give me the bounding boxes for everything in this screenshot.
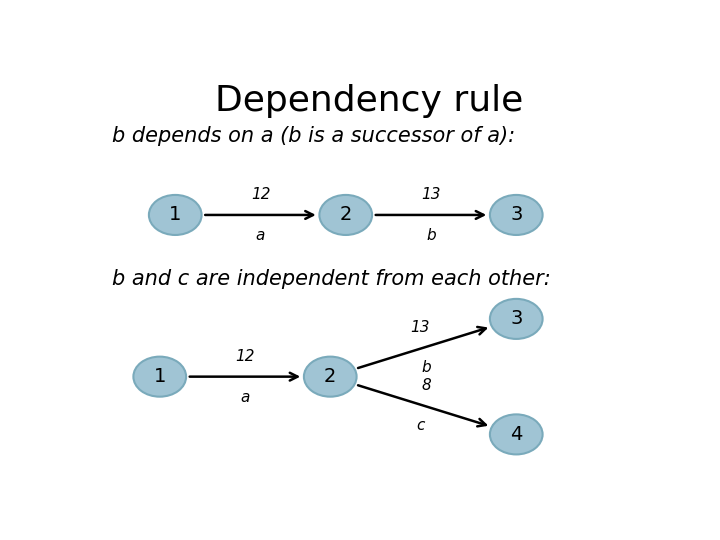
Ellipse shape bbox=[304, 356, 356, 397]
Text: 2: 2 bbox=[340, 205, 352, 225]
Text: a: a bbox=[256, 228, 265, 243]
Text: 12: 12 bbox=[251, 187, 270, 202]
Ellipse shape bbox=[149, 195, 202, 235]
Ellipse shape bbox=[490, 414, 543, 455]
Text: b: b bbox=[426, 228, 436, 243]
Text: c: c bbox=[416, 418, 424, 433]
Ellipse shape bbox=[490, 299, 543, 339]
Text: b: b bbox=[421, 360, 431, 375]
Text: a: a bbox=[240, 390, 250, 405]
Text: 1: 1 bbox=[153, 367, 166, 386]
Ellipse shape bbox=[320, 195, 372, 235]
Ellipse shape bbox=[133, 356, 186, 397]
Text: 8: 8 bbox=[421, 378, 431, 393]
Text: Dependency rule: Dependency rule bbox=[215, 84, 523, 118]
Text: b and c are independent from each other:: b and c are independent from each other: bbox=[112, 269, 551, 289]
Text: 4: 4 bbox=[510, 425, 523, 444]
Text: 3: 3 bbox=[510, 309, 523, 328]
Text: 13: 13 bbox=[421, 187, 441, 202]
Text: b depends on a (b is a successor of a):: b depends on a (b is a successor of a): bbox=[112, 126, 515, 146]
Text: 13: 13 bbox=[410, 320, 430, 335]
Ellipse shape bbox=[490, 195, 543, 235]
Text: 1: 1 bbox=[169, 205, 181, 225]
Text: 12: 12 bbox=[235, 348, 255, 363]
Text: 2: 2 bbox=[324, 367, 336, 386]
Text: 3: 3 bbox=[510, 205, 523, 225]
